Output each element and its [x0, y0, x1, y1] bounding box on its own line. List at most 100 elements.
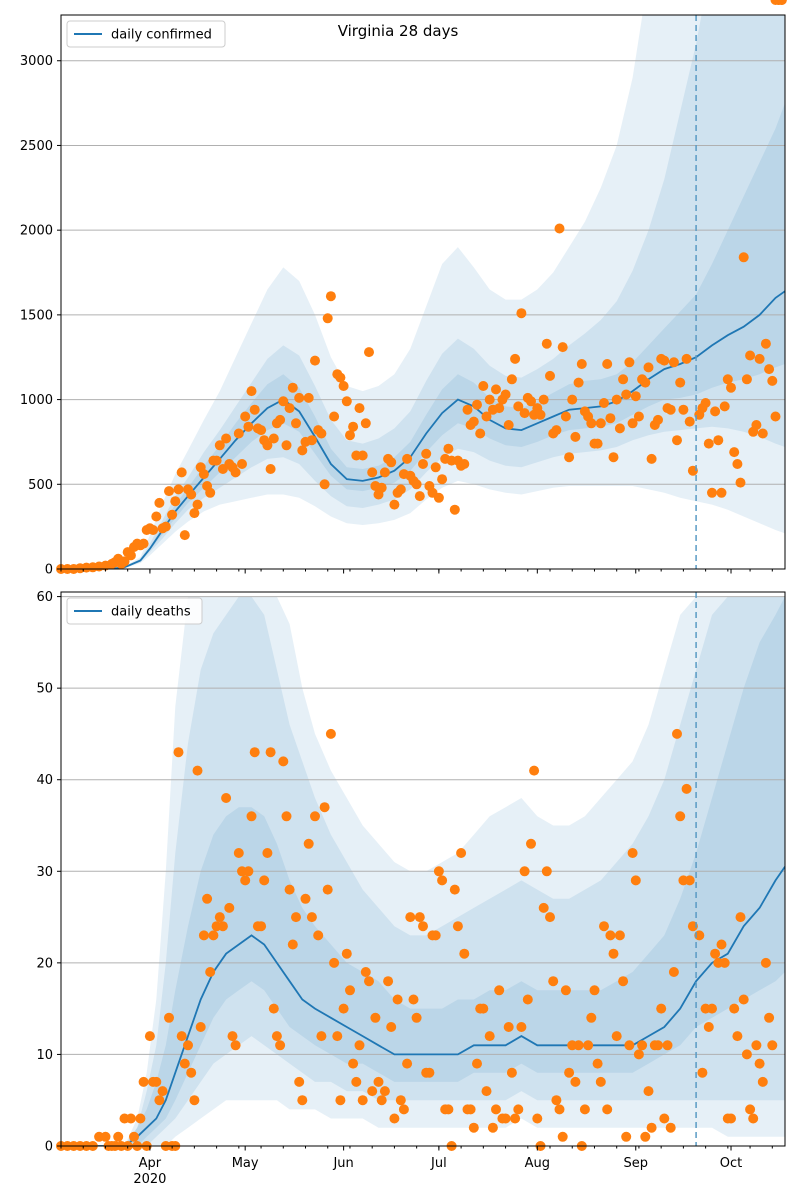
observed-point	[443, 1104, 454, 1115]
observed-point	[319, 802, 330, 813]
observed-point	[713, 435, 724, 446]
observed-point	[519, 408, 530, 419]
observed-point	[551, 1095, 562, 1106]
observed-point	[487, 1122, 498, 1133]
observed-point	[751, 420, 762, 430]
y-tick-label: 60	[36, 590, 53, 605]
observed-point	[348, 1058, 359, 1069]
observed-point	[643, 362, 654, 373]
observed-point	[202, 893, 213, 904]
observed-point	[491, 1104, 501, 1115]
observed-point	[754, 353, 765, 364]
observed-point	[310, 355, 320, 366]
legend-deaths: daily deaths	[66, 597, 203, 625]
observed-point	[173, 484, 184, 495]
observed-point	[633, 1049, 644, 1060]
observed-point	[456, 848, 467, 858]
observed-point	[573, 1040, 584, 1051]
observed-point	[240, 411, 251, 422]
y-tick-label: 1500	[20, 308, 53, 323]
observed-point	[475, 428, 486, 439]
observed-point	[268, 1003, 279, 1014]
observed-point	[192, 499, 203, 510]
observed-point	[157, 1086, 168, 1097]
observed-point	[297, 445, 308, 456]
plot-frame-confirmed	[60, 14, 786, 570]
observed-point	[719, 401, 730, 412]
x-tick-label: Sep	[623, 1156, 648, 1171]
observed-point	[119, 556, 130, 567]
observed-point	[710, 406, 721, 417]
observed-point	[221, 793, 232, 803]
observed-point	[364, 976, 374, 987]
observed-point	[481, 411, 492, 422]
observed-point	[630, 875, 641, 886]
observed-point	[465, 1104, 476, 1115]
observed-point	[662, 1040, 673, 1051]
observed-point	[398, 1104, 409, 1115]
observed-point	[291, 912, 301, 923]
x-tick-label: Aug	[525, 1156, 550, 1171]
observed-point	[494, 403, 505, 414]
observed-point	[100, 1131, 111, 1142]
observed-point	[249, 404, 260, 415]
observed-point	[522, 994, 533, 1005]
observed-point	[764, 364, 775, 375]
observed-point	[646, 453, 657, 464]
observed-point	[757, 428, 768, 439]
observed-point	[529, 765, 540, 776]
observed-point	[738, 252, 749, 263]
observed-point	[287, 939, 298, 950]
observed-point	[494, 985, 505, 996]
observed-point	[503, 1022, 514, 1032]
observed-point	[357, 1095, 368, 1106]
observed-point	[281, 440, 292, 451]
observed-point	[668, 967, 679, 977]
observed-point	[627, 848, 638, 858]
observed-point	[354, 1040, 365, 1051]
observed-point	[433, 492, 444, 503]
observed-point	[548, 976, 559, 987]
observed-point	[608, 452, 619, 463]
observed-point	[421, 448, 432, 459]
observed-point	[322, 884, 333, 895]
observed-point	[560, 411, 571, 422]
observed-point	[395, 1095, 406, 1106]
observed-point	[383, 976, 394, 987]
observed-point	[545, 912, 555, 923]
observed-point	[564, 452, 575, 463]
observed-point	[516, 1022, 527, 1032]
observed-point	[672, 728, 682, 739]
observed-point	[452, 921, 463, 932]
observed-point	[281, 811, 292, 822]
observed-point	[351, 1076, 362, 1087]
y-axis-confirmed: 0 500 1000 1500 2000 2500 3000	[20, 54, 61, 578]
observed-point	[668, 357, 679, 368]
observed-point	[653, 414, 663, 425]
observed-point	[183, 1040, 193, 1051]
observed-point	[291, 418, 301, 429]
y-tick-label: 2000	[20, 224, 53, 239]
observed-point	[341, 948, 352, 959]
observed-point	[389, 499, 400, 510]
observed-point	[189, 508, 200, 519]
observed-point	[500, 389, 511, 400]
observed-point	[430, 462, 441, 473]
observed-point	[214, 912, 225, 923]
observed-point	[348, 421, 359, 432]
observed-point	[748, 1113, 759, 1124]
observed-point	[278, 756, 289, 767]
observed-point	[653, 1040, 663, 1051]
legend-box	[66, 597, 203, 625]
observed-point	[233, 428, 244, 439]
observed-point	[554, 1104, 565, 1115]
observed-point	[243, 866, 254, 877]
observed-point	[726, 1113, 736, 1124]
observed-point	[262, 848, 273, 858]
observed-point	[138, 538, 149, 549]
observed-point	[335, 372, 346, 383]
y-tick-label: 40	[36, 773, 53, 788]
observed-point	[240, 875, 251, 886]
